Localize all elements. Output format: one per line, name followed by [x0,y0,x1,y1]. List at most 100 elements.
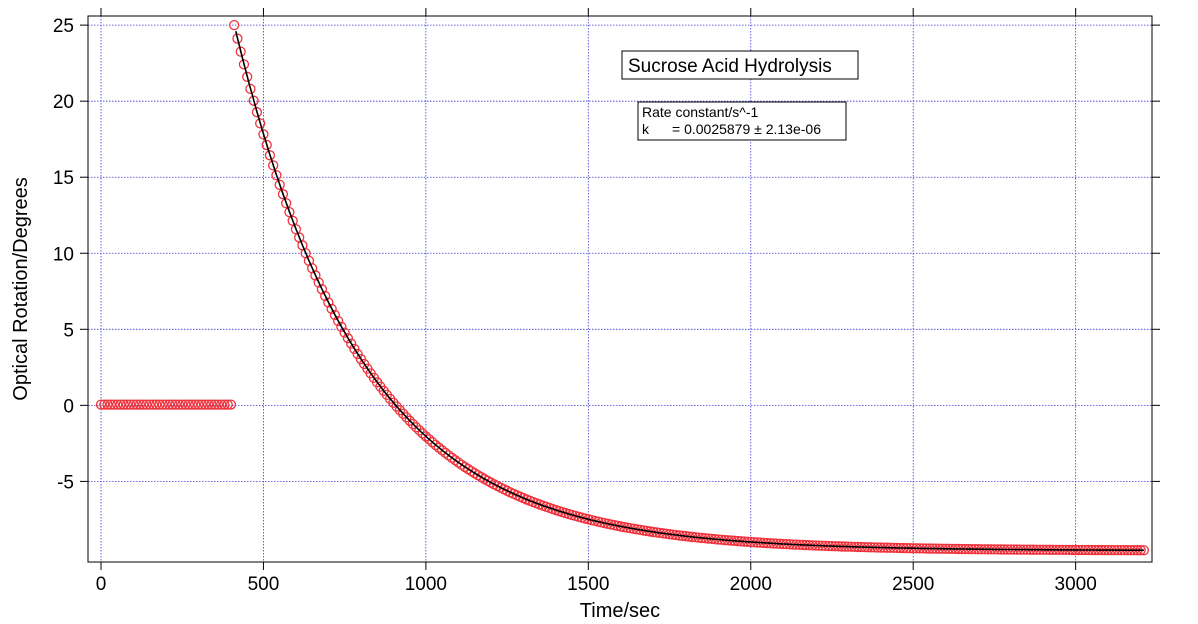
data-point [271,170,282,181]
data-point [404,415,415,426]
x-tick-label: 0 [96,574,107,595]
x-tick-label: 3000 [1055,574,1097,595]
data-point [99,399,110,410]
data-point [115,399,126,410]
data-point [134,399,146,410]
x-tick-label: 500 [248,574,280,595]
data-point [193,399,204,410]
data-point [326,303,337,314]
data-point [323,297,334,308]
data-point [423,434,435,445]
data-point [125,399,136,410]
data-point [268,160,279,171]
data-point [261,139,272,151]
title-border [621,50,859,80]
data-point [222,399,233,410]
data-point [320,290,331,302]
data-point [229,19,240,31]
data-point [164,399,175,410]
data-point [147,399,159,410]
fit-info-param-name: k [642,121,650,137]
data-point [128,399,139,410]
y-tick-label: 20 [53,92,74,113]
data-point [167,399,178,410]
fit-info-heading: Rate constant/s^-1 [642,104,759,120]
data-point [170,399,181,410]
y-tick-label: 10 [53,244,74,265]
data-point [95,399,107,410]
data-point [160,399,172,410]
data-point [186,399,198,410]
data-point [180,399,191,410]
data-point [397,408,409,419]
data-point [443,450,454,461]
y-axis-label: Optical Rotation/Degrees [10,177,32,400]
data-point [212,399,224,410]
data-point [394,405,406,416]
data-point [258,129,269,140]
data-point [151,399,162,410]
data-point [414,425,425,436]
data-point [277,189,289,200]
data-point [433,442,445,453]
data-point [274,179,285,190]
data-point [407,418,419,430]
data-point [173,399,185,410]
x-tick-label: 1500 [567,574,609,595]
data-point [154,399,165,410]
data-point [190,399,201,410]
data-point [157,399,168,410]
chart-title: Sucrose Acid Hydrolysis [628,56,832,77]
data-point [219,399,230,410]
x-tick-label: 1000 [405,574,447,595]
data-point [121,399,133,410]
y-tick-label: 0 [63,396,74,417]
data-point [131,399,142,410]
data-point [138,399,149,410]
data-point [417,428,428,439]
data-point [141,399,152,410]
axis-ticks [80,8,1160,570]
data-point [316,284,328,295]
data-point [248,95,259,106]
data-point [339,327,350,338]
data-point [401,412,412,423]
grid [88,16,1152,562]
data-point [427,437,438,448]
data-point [235,46,246,57]
data-point [105,399,116,410]
data-point [206,399,217,410]
x-tick-label: 2000 [730,574,772,595]
chart-title-box: Sucrose Acid Hydrolysis [621,50,859,80]
data-point [216,399,227,410]
data-point [196,399,207,410]
data-point [225,399,237,410]
data-point [410,422,422,433]
data-point [391,401,402,412]
data-point [255,118,266,129]
data-point [183,399,194,410]
data-point [209,399,220,410]
tick-labels: 0 500 1000 1500 2000 2500 3000 -5 0 5 10 15 20 25 [53,16,1097,595]
data-point [102,399,113,410]
data-point [203,399,214,410]
data-point [333,315,344,327]
data-point [346,338,357,349]
data-point [144,399,155,410]
data-point [108,399,120,410]
x-axis-label: Time/sec [580,600,660,622]
fit-info-border [637,101,847,141]
data-point [199,399,211,410]
data-point [112,399,123,410]
plot-frame [87,15,1153,563]
data-point [242,71,253,82]
series [95,19,1150,556]
data-point [430,439,441,451]
data-point [281,198,292,209]
data-point [342,333,354,344]
x-tick-label: 2500 [892,574,934,595]
data-point [284,207,295,218]
data-point [440,447,451,459]
fit-info-box: Rate constant/s^-1 k = 0.0025879 ± 2.13e… [637,101,847,141]
